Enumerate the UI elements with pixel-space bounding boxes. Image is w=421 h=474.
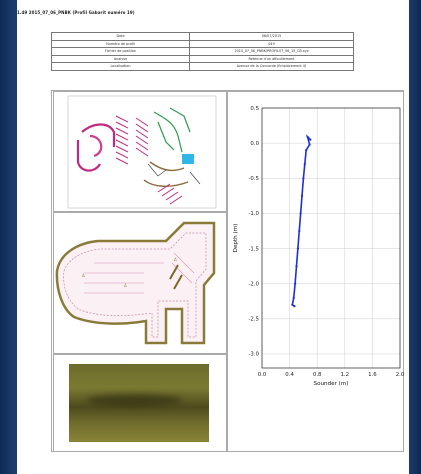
- depth-profile-chart: 0.5 0.0 -0.5 -1.0 -1.5 -2.0 -2.5 -3.0 0.0 0.4 0.8 1…: [233, 106, 405, 387]
- data-point: [300, 194, 304, 197]
- y-tick-label: -0.5: [248, 176, 259, 182]
- metadata-row: Analyse Retenue d'un affouillement: [51, 54, 354, 64]
- y-axis-label: Depth (m): [233, 224, 239, 253]
- plot-area: [261, 107, 401, 369]
- data-point: [306, 135, 309, 138]
- x-tick-label: 2.0: [396, 372, 405, 378]
- metadata-value: Avenue de la Concorde (Emplacement 4): [189, 62, 354, 71]
- data-point: [309, 138, 312, 141]
- y-tick-label: -2.5: [248, 317, 259, 323]
- metadata-row: Date 06/07/2015: [51, 32, 354, 41]
- svg-text:Δ: Δ: [174, 257, 177, 262]
- data-point: [298, 229, 301, 233]
- metadata-value: 049: [189, 39, 354, 49]
- y-tick-label: -1.0: [248, 211, 259, 217]
- x-tick-label: 0.8: [313, 372, 322, 378]
- report-title: 1.49 2015_07_06_PNBK (Profil Gabarit num…: [17, 10, 135, 15]
- y-tick-label: 0.0: [250, 141, 259, 147]
- site-overview-map: [53, 91, 227, 212]
- underwater-photo: [69, 364, 209, 442]
- y-tick-label: -1.5: [248, 246, 259, 252]
- y-tick-label: -3.0: [248, 352, 259, 358]
- metadata-row: Numéro de profil 049: [51, 39, 354, 49]
- metadata-label: Fichier de position: [51, 47, 190, 56]
- data-point: [296, 247, 299, 250]
- metadata-row: Fichier de position 2015_07_06_PNBK/PROFI…: [51, 47, 354, 56]
- x-tick-label: 0.0: [258, 372, 267, 378]
- detail-map-drawing: Δ Δ Δ: [55, 221, 216, 345]
- metadata-row: Localisation Avenue de la Concorde (Empla…: [51, 62, 354, 71]
- data-point: [293, 305, 296, 308]
- data-point: [303, 163, 306, 166]
- metadata-label: Date: [51, 32, 190, 41]
- data-point: [294, 282, 297, 285]
- data-point: [295, 265, 298, 268]
- metadata-value: 06/07/2015: [189, 32, 354, 41]
- data-point: [308, 143, 311, 146]
- metadata-label: Numéro de profil: [51, 39, 190, 49]
- metadata-label: Analyse: [51, 54, 190, 64]
- x-tick-label: 1.2: [341, 372, 350, 378]
- metadata-table: Date 06/07/2015 Numéro de profil 049 Fichier…: [51, 32, 354, 71]
- site-detail-map: Δ Δ Δ: [53, 212, 227, 354]
- svg-text:Δ: Δ: [82, 273, 85, 278]
- metadata-label: Localisation: [51, 62, 190, 71]
- y-tick-label: -2.0: [248, 281, 259, 287]
- data-point: [292, 296, 295, 299]
- y-tick-label: 0.5: [250, 106, 259, 112]
- x-tick-label: 1.6: [368, 372, 377, 378]
- metadata-value: Retenue d'un affouillement: [189, 54, 354, 64]
- x-tick-label: 0.4: [285, 372, 294, 378]
- x-axis-label: Sounder (m): [314, 381, 349, 387]
- depth-profile-line: [291, 134, 311, 307]
- data-point: [302, 177, 305, 180]
- metadata-value: 2015_07_06_PNBK/PROFIL07_06_15_CB.xyz: [189, 47, 354, 56]
- data-point: [291, 303, 294, 306]
- svg-text:Δ: Δ: [124, 283, 127, 288]
- overview-map-drawing: [67, 95, 217, 209]
- data-point: [299, 212, 302, 215]
- data-point: [305, 149, 308, 152]
- depth-profile-chart-panel: 0.5 0.0 -0.5 -1.0 -1.5 -2.0 -2.5 -3.0 0.0 0.4 0.8 1…: [227, 91, 405, 452]
